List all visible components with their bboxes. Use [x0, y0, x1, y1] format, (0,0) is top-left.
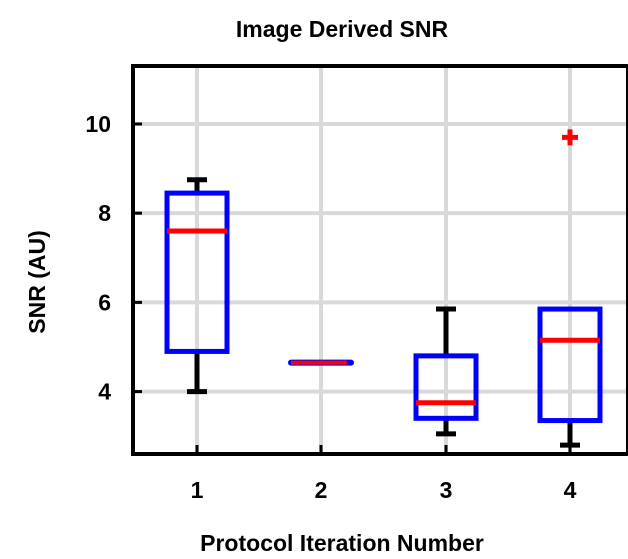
- box-group-1: [164, 177, 230, 395]
- chart-title: Image Derived SNR: [236, 16, 449, 42]
- plot-frame: [131, 64, 628, 456]
- grid-lines: [133, 66, 628, 454]
- box-group-4: [537, 129, 603, 448]
- x-tick-label: 1: [191, 477, 204, 503]
- box-group-3: [413, 306, 479, 437]
- iqr-box: [537, 306, 603, 424]
- y-tick-labels: 4 6 8 10: [85, 111, 142, 405]
- y-tick-label: 6: [98, 289, 111, 315]
- x-tick-labels: 1 2 3 4: [191, 445, 577, 503]
- iqr-box: [164, 190, 230, 354]
- y-tick-label: 8: [98, 200, 111, 226]
- x-tick-label: 4: [564, 477, 577, 503]
- y-tick-label: 4: [98, 379, 111, 405]
- box-plot-series: [164, 129, 603, 448]
- outlier-marker: [562, 129, 578, 146]
- y-axis-label: SNR (AU): [24, 230, 50, 334]
- x-tick-label: 2: [315, 477, 328, 503]
- x-axis-label: Protocol Iteration Number: [200, 530, 484, 556]
- x-tick-label: 3: [440, 477, 453, 503]
- y-tick-label: 10: [85, 111, 111, 137]
- iqr-box: [413, 353, 479, 421]
